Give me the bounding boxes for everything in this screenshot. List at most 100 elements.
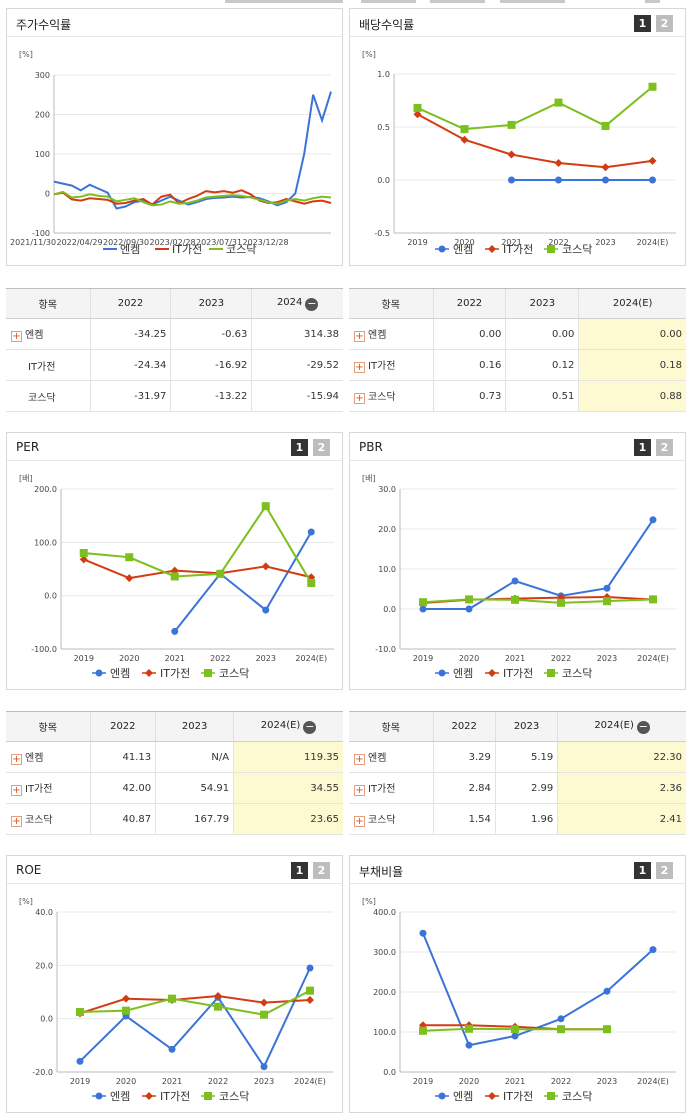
table-row: + 엔켐 0.00 0.00 0.00 bbox=[349, 318, 686, 350]
data-point bbox=[603, 597, 611, 606]
page-1-button[interactable]: 1 bbox=[634, 862, 651, 879]
row-name-cell[interactable]: + IT가전 bbox=[349, 349, 433, 381]
legend-label: 코스닥 bbox=[562, 1090, 592, 1103]
x-tick-label: 2019 bbox=[74, 654, 94, 663]
y-tick-label: -20.0 bbox=[32, 1068, 53, 1077]
collapse-icon[interactable]: − bbox=[636, 719, 650, 734]
series-line bbox=[83, 504, 313, 584]
page-2-button[interactable]: 2 bbox=[313, 862, 330, 879]
legend-label: 엔켐 bbox=[120, 243, 140, 256]
page-2-button[interactable]: 2 bbox=[656, 862, 673, 879]
x-tick-label: 2022/04/29 bbox=[57, 238, 103, 247]
row-name-cell[interactable]: + 코스닥 bbox=[349, 380, 433, 412]
data-point bbox=[306, 964, 314, 972]
data-point bbox=[508, 176, 515, 184]
legend-label: IT가전 bbox=[172, 243, 202, 256]
page-1-button[interactable]: 1 bbox=[634, 15, 651, 32]
legend-label: 엔켐 bbox=[453, 1090, 473, 1103]
col-item: 항목 bbox=[6, 711, 90, 742]
page-2-button[interactable]: 2 bbox=[313, 439, 330, 456]
col-2022: 2022 bbox=[89, 288, 171, 319]
x-tick-label: 2023 bbox=[254, 1077, 274, 1086]
series-line bbox=[79, 989, 311, 1016]
x-tick-label: 2020 bbox=[459, 654, 479, 663]
col-2022: 2022 bbox=[432, 288, 506, 319]
data-point bbox=[649, 516, 657, 524]
expand-plus-icon[interactable]: + bbox=[354, 331, 365, 342]
x-tick-label: 2023/07/31 bbox=[196, 238, 242, 247]
table-row: + 엔켐 41.13 N/A 119.35 bbox=[6, 741, 343, 773]
page-1-button[interactable]: 1 bbox=[291, 862, 308, 879]
row-name-cell[interactable]: + 엔켐 bbox=[349, 318, 433, 350]
data-point bbox=[511, 577, 519, 585]
y-tick-label: 0.0 bbox=[40, 1015, 53, 1024]
x-tick-label: 2024(E) bbox=[294, 1077, 326, 1086]
stock-return-table: 항목 2022 2023 2024− + 엔켐 -34.25 -0.63 314.38 I… bbox=[6, 288, 343, 412]
table-row: + IT가전 2.84 2.99 2.36 bbox=[349, 772, 686, 804]
row-name-cell[interactable]: + 코스닥 bbox=[349, 803, 433, 835]
expand-plus-icon[interactable]: + bbox=[354, 393, 365, 404]
value-cell: 2.36 bbox=[557, 772, 686, 804]
row-name-cell[interactable]: + 엔켐 bbox=[6, 318, 90, 350]
y-tick-label: 200 bbox=[35, 111, 50, 120]
data-point bbox=[649, 176, 656, 184]
col-2023: 2023 bbox=[155, 711, 234, 742]
y-tick-label: -100.0 bbox=[31, 645, 57, 654]
y-tick-label: 40.0 bbox=[35, 908, 53, 917]
table-row: + IT가전 42.00 54.91 34.55 bbox=[6, 772, 343, 804]
page-1-button[interactable]: 1 bbox=[291, 439, 308, 456]
data-point bbox=[601, 121, 610, 130]
value-cell: 2.99 bbox=[494, 772, 558, 804]
expand-plus-icon[interactable]: + bbox=[11, 785, 22, 796]
value-cell: 1.96 bbox=[494, 803, 558, 835]
value-cell: 0.18 bbox=[578, 349, 686, 381]
y-tick-label: 10.0 bbox=[378, 565, 396, 574]
x-tick-label: 2024(E) bbox=[295, 654, 327, 663]
x-tick-label: 2019 bbox=[413, 1077, 433, 1086]
data-point bbox=[649, 946, 657, 954]
value-cell: 41.13 bbox=[89, 741, 156, 773]
page-2-button[interactable]: 2 bbox=[656, 439, 673, 456]
collapse-icon[interactable]: − bbox=[305, 296, 319, 311]
value-cell: -0.63 bbox=[170, 318, 252, 350]
value-cell: 34.55 bbox=[233, 772, 343, 804]
row-name: IT가전 bbox=[25, 784, 53, 795]
panel-title: 배당수익률 bbox=[359, 18, 415, 32]
row-name-cell[interactable]: + IT가전 bbox=[6, 772, 90, 804]
expand-plus-icon[interactable]: + bbox=[11, 754, 22, 765]
expand-plus-icon[interactable]: + bbox=[354, 785, 365, 796]
row-name-cell[interactable]: + 코스닥 bbox=[6, 803, 90, 835]
expand-plus-icon[interactable]: + bbox=[11, 816, 22, 827]
row-name: 엔켐 bbox=[368, 330, 387, 341]
expand-plus-icon[interactable]: + bbox=[354, 362, 365, 373]
expand-plus-icon[interactable]: + bbox=[11, 331, 22, 342]
x-tick-label: 2020 bbox=[454, 238, 474, 247]
col-2024e: 2024(E) − bbox=[233, 711, 343, 742]
data-point bbox=[307, 579, 316, 588]
table-row: 코스닥 -31.97 -13.22 -15.94 bbox=[6, 380, 343, 412]
expand-plus-icon[interactable]: + bbox=[354, 754, 365, 765]
collapse-icon[interactable]: − bbox=[303, 719, 317, 734]
row-name-cell[interactable]: + 엔켐 bbox=[349, 741, 433, 773]
y-tick-label: 0.0 bbox=[377, 176, 390, 185]
y-tick-label: 20.0 bbox=[35, 961, 53, 970]
page-2-button[interactable]: 2 bbox=[656, 15, 673, 32]
data-point bbox=[261, 502, 270, 511]
data-point bbox=[511, 1025, 519, 1034]
y-tick-label: 1.0 bbox=[377, 70, 390, 79]
value-cell: 3.29 bbox=[432, 741, 496, 773]
y-tick-label: 0.0 bbox=[383, 1068, 396, 1077]
page-1-button[interactable]: 1 bbox=[634, 439, 651, 456]
row-name-cell[interactable]: + IT가전 bbox=[349, 772, 433, 804]
value-cell: 167.79 bbox=[155, 803, 234, 835]
legend-label: IT가전 bbox=[160, 667, 190, 680]
row-name-cell[interactable]: + 엔켐 bbox=[6, 741, 90, 773]
data-point bbox=[122, 1006, 130, 1015]
expand-plus-icon[interactable]: + bbox=[354, 816, 365, 827]
value-cell: -13.22 bbox=[170, 380, 252, 412]
panel-header: PER 1 2 bbox=[7, 433, 342, 461]
panel-title: ROE bbox=[16, 863, 42, 877]
row-name: 엔켐 bbox=[368, 753, 387, 764]
data-point bbox=[648, 82, 657, 91]
legend-label: 코스닥 bbox=[219, 667, 249, 680]
